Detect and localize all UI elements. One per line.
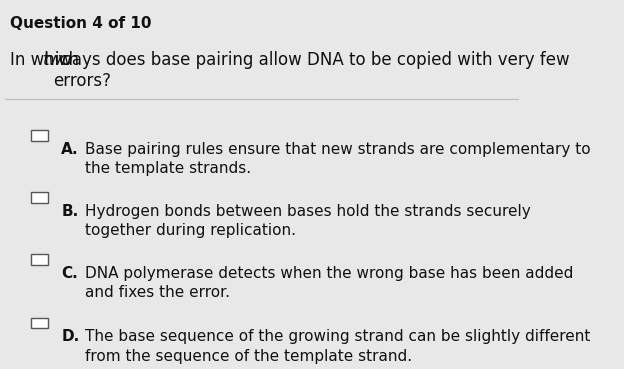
Text: Base pairing rules ensure that new strands are complementary to
the template str: Base pairing rules ensure that new stran… [85,142,591,176]
Text: Question 4 of 10: Question 4 of 10 [11,16,152,31]
Text: A.: A. [61,142,79,156]
FancyBboxPatch shape [31,130,48,141]
Text: The base sequence of the growing strand can be slightly different
from the seque: The base sequence of the growing strand … [85,329,591,364]
FancyBboxPatch shape [31,192,48,203]
Text: two: two [42,51,73,69]
FancyBboxPatch shape [31,254,48,265]
Text: ways does base pairing allow DNA to be copied with very few
errors?: ways does base pairing allow DNA to be c… [53,51,570,90]
Text: Hydrogen bonds between bases hold the strands securely
together during replicati: Hydrogen bonds between bases hold the st… [85,204,531,238]
FancyBboxPatch shape [31,318,48,328]
Text: B.: B. [61,204,79,218]
Text: DNA polymerase detects when the wrong base has been added
and fixes the error.: DNA polymerase detects when the wrong ba… [85,266,573,300]
Text: In which: In which [11,51,85,69]
Text: D.: D. [61,329,79,344]
Text: C.: C. [61,266,78,280]
